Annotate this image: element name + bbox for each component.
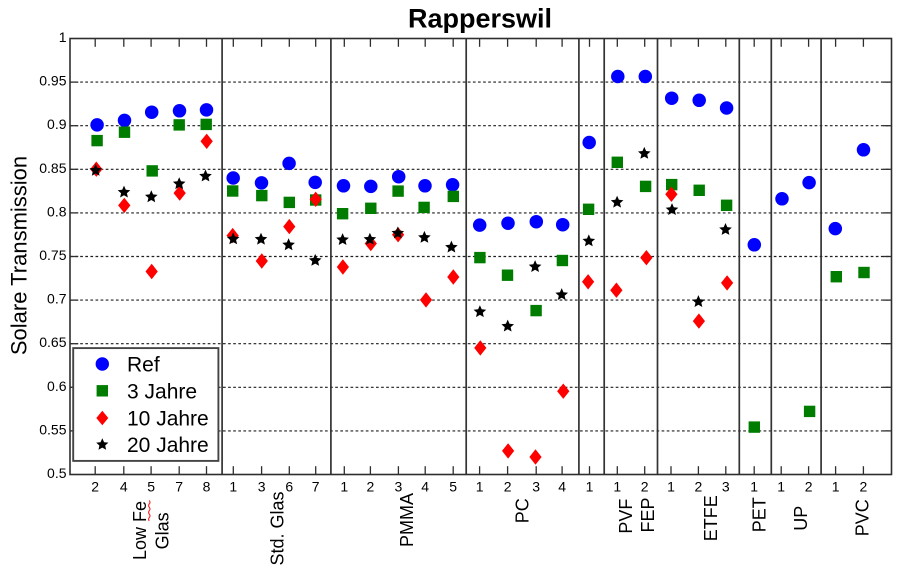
svg-text:3: 3 (532, 479, 540, 495)
svg-text:0.8: 0.8 (47, 203, 67, 219)
svg-text:0.6: 0.6 (47, 378, 67, 394)
svg-text:20 Jahre: 20 Jahre (127, 434, 209, 457)
svg-text:7: 7 (175, 479, 183, 495)
svg-text:0.55: 0.55 (39, 421, 66, 437)
svg-text:PMMA: PMMA (397, 493, 417, 547)
svg-text:Ref: Ref (127, 354, 160, 377)
svg-text:5: 5 (449, 479, 457, 495)
svg-text:2: 2 (91, 479, 99, 495)
svg-text:Glas: Glas (152, 512, 172, 549)
svg-text:2: 2 (860, 479, 868, 495)
svg-text:Rapperswil: Rapperswil (408, 3, 552, 33)
svg-text:0.65: 0.65 (39, 334, 66, 350)
svg-text:0.95: 0.95 (39, 73, 66, 89)
svg-text:6: 6 (285, 479, 293, 495)
svg-text:PVF: PVF (616, 499, 636, 534)
svg-text:1: 1 (340, 479, 348, 495)
svg-text:4: 4 (421, 479, 429, 495)
svg-text:UP: UP (791, 506, 811, 531)
svg-text:3 Jahre: 3 Jahre (127, 380, 197, 403)
svg-text:PVC: PVC (852, 499, 872, 536)
svg-text:1: 1 (667, 479, 675, 495)
svg-text:1: 1 (613, 479, 621, 495)
svg-text:ETFE: ETFE (701, 495, 721, 541)
svg-text:0.5: 0.5 (47, 465, 67, 481)
svg-text:2: 2 (695, 479, 703, 495)
svg-text:0.85: 0.85 (39, 160, 66, 176)
svg-text:PC: PC (513, 498, 533, 523)
svg-text:8: 8 (203, 479, 211, 495)
svg-text:FEP: FEP (638, 497, 658, 532)
svg-text:4: 4 (558, 479, 566, 495)
svg-text:Std. Glas: Std. Glas (268, 491, 288, 565)
svg-text:2: 2 (367, 479, 375, 495)
svg-text:1: 1 (476, 479, 484, 495)
svg-text:3: 3 (722, 479, 730, 495)
svg-text:5: 5 (147, 479, 155, 495)
svg-text:3: 3 (395, 479, 403, 495)
svg-text:0.7: 0.7 (47, 291, 67, 307)
svg-text:2: 2 (641, 479, 649, 495)
svg-text:3: 3 (258, 479, 266, 495)
svg-text:PET: PET (749, 497, 769, 532)
svg-text:0.75: 0.75 (39, 247, 66, 263)
svg-text:7: 7 (312, 479, 320, 495)
svg-text:1: 1 (777, 479, 785, 495)
svg-text:2: 2 (504, 479, 512, 495)
svg-text:Solare Transmission: Solare Transmission (7, 156, 32, 355)
svg-text:1: 1 (229, 479, 237, 495)
svg-text:4: 4 (120, 479, 128, 495)
svg-text:1: 1 (59, 29, 67, 45)
svg-text:1: 1 (750, 479, 758, 495)
svg-text:10 Jahre: 10 Jahre (127, 408, 209, 431)
svg-text:0.9: 0.9 (47, 116, 67, 132)
svg-text:1: 1 (586, 479, 594, 495)
svg-text:Low Fe: Low Fe (130, 501, 150, 560)
svg-text:2: 2 (805, 479, 813, 495)
svg-text:1: 1 (832, 479, 840, 495)
